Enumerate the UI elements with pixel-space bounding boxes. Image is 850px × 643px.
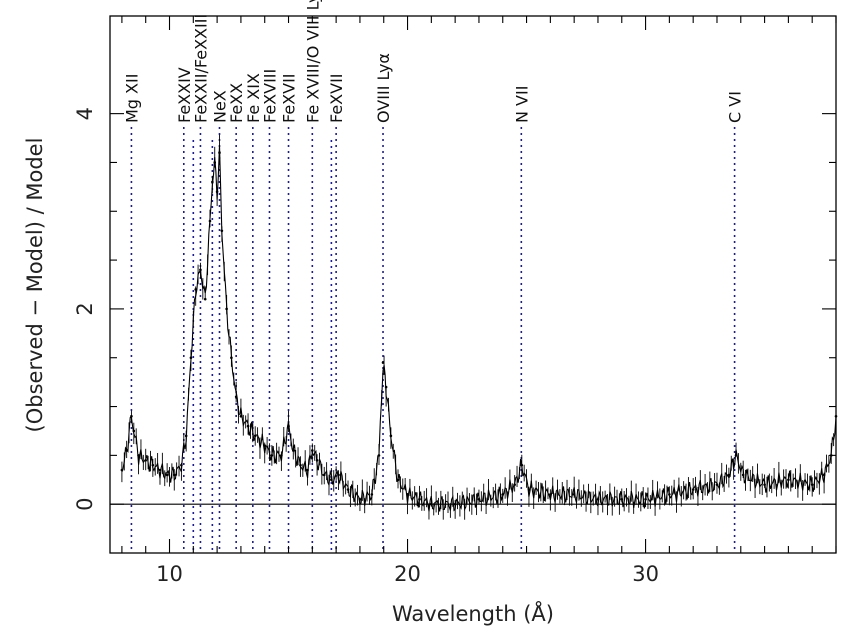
data-point <box>215 190 219 194</box>
data-point <box>822 473 826 477</box>
data-point <box>208 219 212 223</box>
data-point <box>189 356 193 360</box>
data-point <box>315 458 319 462</box>
y-tick-label: 4 <box>73 107 97 120</box>
data-point <box>668 493 671 496</box>
plot-frame <box>109 15 837 554</box>
data-point <box>211 180 214 184</box>
data-point <box>287 424 290 428</box>
data-point <box>381 361 385 364</box>
x-tick-label: 30 <box>632 562 659 586</box>
line-label: FeXVII <box>280 73 299 123</box>
line-label: N VII <box>512 86 531 123</box>
data-point <box>120 468 124 472</box>
data-point <box>234 395 238 399</box>
data-point <box>715 483 719 486</box>
data-point <box>358 498 362 501</box>
line-label: NeX <box>210 90 229 123</box>
data-point <box>220 229 224 233</box>
data-point <box>218 151 221 154</box>
line-label: FeXVII <box>327 73 346 123</box>
data-point <box>527 488 531 491</box>
data-point <box>370 493 374 496</box>
spectrum-series <box>120 134 838 520</box>
data-point <box>132 429 136 433</box>
y-tick-label: 0 <box>73 497 97 510</box>
data-point <box>330 478 333 482</box>
line-label: FeXX <box>227 83 246 123</box>
data-point <box>513 483 516 486</box>
data-point <box>291 449 295 452</box>
data-point <box>727 473 731 477</box>
data-point <box>620 498 624 501</box>
data-point <box>572 493 576 496</box>
data-point <box>734 454 738 457</box>
data-point <box>549 493 552 496</box>
x-axis-title: Wavelength (Å) <box>392 600 554 626</box>
x-tick-label: 20 <box>394 562 421 586</box>
data-point <box>346 488 350 491</box>
data-point <box>377 454 381 457</box>
axis-ticks: 10 20 30 0 2 4 <box>73 16 837 586</box>
data-point <box>384 385 388 389</box>
data-point <box>230 356 233 360</box>
data-point <box>406 493 409 496</box>
line-label: OVIII Lyα <box>374 53 393 123</box>
line-label: FeXXIV <box>175 67 194 123</box>
data-point <box>477 498 481 501</box>
data-point <box>396 478 400 482</box>
data-point <box>194 288 197 291</box>
data-point <box>337 473 340 477</box>
data-point <box>644 498 647 501</box>
data-point <box>280 454 283 457</box>
line-label: FeXVIII <box>260 69 279 123</box>
data-point <box>130 415 133 418</box>
data-point <box>172 473 176 477</box>
data-point <box>501 493 505 496</box>
data-point <box>322 473 326 477</box>
data-point <box>137 454 140 457</box>
data-point <box>834 415 838 418</box>
y-tick-label: 2 <box>73 302 97 315</box>
data-point <box>158 468 162 472</box>
data-point <box>299 463 302 467</box>
y-axis-title: (Observed − Model) / Model <box>23 138 47 433</box>
spectrum-line <box>121 145 837 512</box>
data-point <box>246 424 250 428</box>
data-point <box>418 498 421 501</box>
data-point <box>787 478 790 482</box>
x-tick-label: 10 <box>156 562 183 586</box>
data-point <box>389 434 393 438</box>
data-point <box>144 458 148 462</box>
line-label: FeXXII/FeXXIII <box>191 14 210 123</box>
data-point <box>306 468 309 472</box>
data-point <box>239 415 243 418</box>
data-point <box>125 449 128 452</box>
line-label: C VI <box>726 91 745 123</box>
data-point <box>253 434 257 438</box>
data-point <box>520 463 524 467</box>
data-point <box>165 473 169 477</box>
data-point <box>213 161 217 164</box>
data-point <box>184 434 188 438</box>
data-point <box>199 268 202 272</box>
data-point <box>596 498 600 501</box>
line-label: Fe XIX <box>244 73 263 123</box>
data-point <box>763 483 766 486</box>
data-point <box>180 463 183 467</box>
data-point <box>225 307 228 311</box>
line-label: Fe XVIII/O VIII Lyβ <box>303 0 322 123</box>
data-point <box>810 483 814 486</box>
line-label: Mg XII <box>122 74 141 123</box>
data-point <box>203 297 207 301</box>
data-point <box>270 454 274 457</box>
data-point <box>263 444 267 447</box>
data-point <box>311 449 314 452</box>
data-point <box>691 488 695 491</box>
data-point <box>741 473 745 477</box>
data-point <box>151 463 155 467</box>
